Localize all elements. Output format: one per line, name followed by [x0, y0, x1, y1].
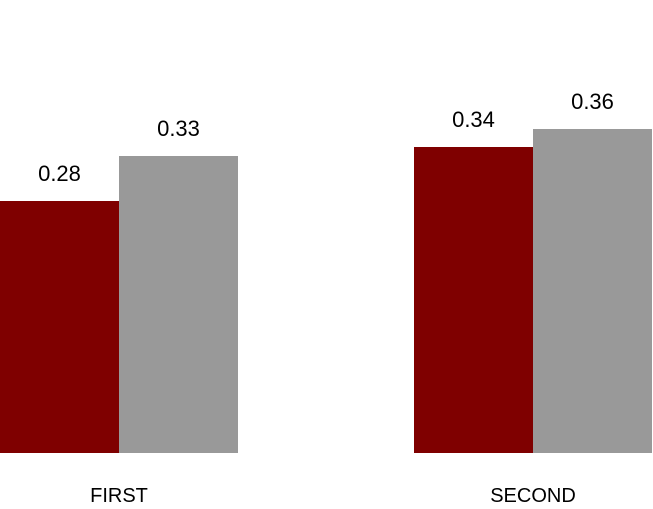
category-label-second: SECOND — [490, 485, 576, 507]
data-label-first-series-1: 0.28 — [38, 161, 81, 186]
data-label-second-series-2: 0.36 — [571, 89, 614, 114]
bar-second-series-2 — [533, 129, 652, 453]
data-label-second-series-1: 0.34 — [452, 107, 495, 132]
bar-second-series-1 — [414, 147, 533, 453]
category-label-first: FIRST — [90, 485, 148, 507]
bars-group — [0, 129, 652, 453]
bar-first-series-1 — [0, 201, 119, 453]
category-labels-group: FIRST SECOND — [90, 485, 576, 507]
data-labels-group: 0.28 0.33 0.34 0.36 — [38, 89, 614, 186]
data-label-first-series-2: 0.33 — [157, 116, 200, 141]
bar-first-series-2 — [119, 156, 238, 453]
